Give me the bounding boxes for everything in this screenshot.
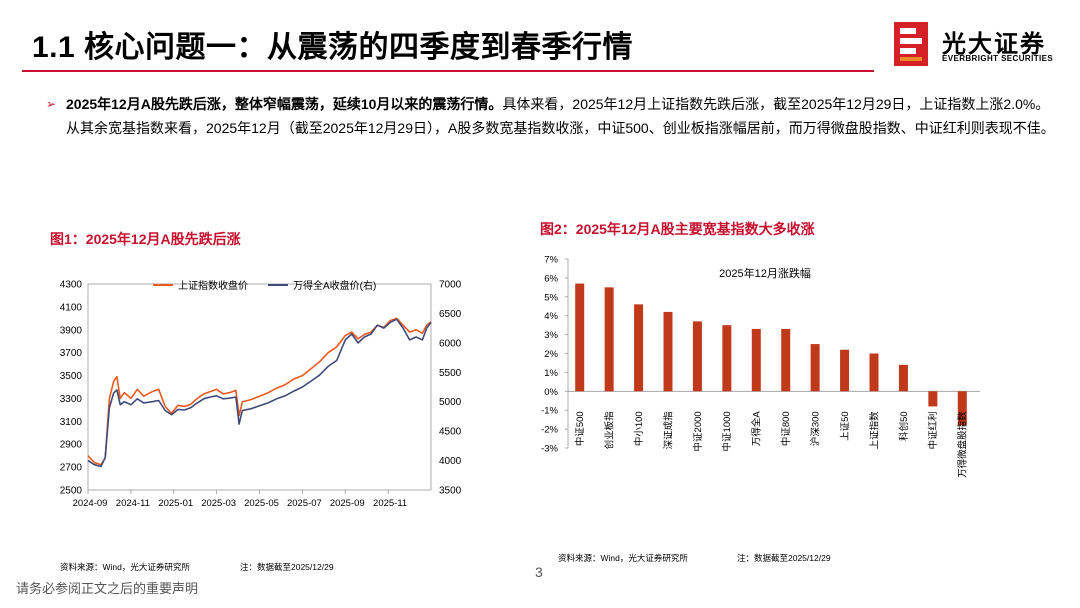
bar-chart-inner-title: 2025年12月涨跌幅: [719, 266, 811, 280]
figure1-title: 图1：2025年12月A股先跌后涨: [50, 231, 241, 247]
y-tick-label: -2%: [541, 425, 558, 436]
bar: [869, 353, 879, 392]
category-label: 中证1000: [721, 411, 733, 451]
legend-label: 万得全A收盘价(右): [293, 279, 376, 292]
everbright-logo-icon: [894, 22, 928, 66]
x-tick-label: 2025-07: [287, 498, 322, 509]
figure1-source: 资料来源：Wind，光大证券研究所: [60, 562, 190, 572]
bar: [751, 328, 761, 392]
logo-chinese-name: 光大证券: [942, 31, 1046, 58]
y-left-tick-label: 3500: [60, 371, 83, 382]
category-label: 上证指数: [868, 411, 880, 450]
category-label: 万得全A: [751, 411, 763, 447]
legend-label: 上证指数收盘价: [178, 279, 248, 292]
y-tick-label: -3%: [541, 444, 558, 455]
bar: [663, 311, 673, 392]
x-tick-label: 2025-11: [373, 498, 407, 509]
y-right-tick-label: 5500: [439, 368, 462, 379]
category-label: 中小100: [633, 411, 645, 446]
y-tick-label: 7%: [544, 255, 558, 266]
bar: [898, 364, 908, 392]
y-tick-label: 4%: [544, 311, 558, 322]
x-tick-label: 2025-03: [201, 498, 236, 509]
company-logo: 光大证券 EVERBRIGHT SECURITIES: [892, 20, 1072, 68]
page-title: 1.1 核心问题一：从震荡的四季度到春季行情: [32, 31, 634, 64]
y-right-tick-label: 4000: [439, 456, 462, 467]
category-label: 创业板指: [603, 411, 615, 450]
summary-normal-text: 具体来看，2025年12月上证指数先跌后涨，截至2025年12月29日，上证指数…: [66, 96, 1055, 136]
category-label: 中证800: [780, 411, 792, 446]
x-tick-label: 2025-01: [158, 498, 193, 509]
page-number: 3: [535, 564, 543, 580]
y-left-tick-label: 3700: [60, 348, 83, 359]
category-label: 深证成指: [662, 411, 674, 450]
figure1-line-chart: 4300 4100 3900 3700 3500 3300 3100 2900 2700 2500…: [60, 279, 462, 509]
y-tick-label: 0%: [544, 387, 558, 398]
y-right-tick-label: 4500: [439, 427, 462, 438]
y-tick-label: 2%: [544, 349, 558, 360]
figure2-title: 图2：2025年12月A股主要宽基指数大多收涨: [540, 221, 815, 237]
bar: [722, 325, 732, 392]
y-left-tick-label: 2500: [60, 486, 83, 497]
bar: [604, 287, 614, 392]
y-tick-label: 1%: [544, 368, 558, 379]
bullet-arrow-icon: ➢: [46, 97, 57, 111]
bar: [692, 321, 702, 392]
category-label: 中证2000: [692, 411, 704, 451]
bar: [634, 304, 644, 392]
plot-frame: [87, 283, 432, 491]
x-tick-label: 2024-11: [116, 498, 150, 509]
x-tick-label: 2025-05: [244, 498, 279, 509]
figure1-note: 注：数据截至2025/12/29: [240, 562, 334, 572]
y-right-tick-label: 3500: [439, 486, 462, 497]
category-label: 中证500: [574, 411, 586, 446]
y-right-tick-label: 7000: [439, 280, 462, 291]
bar: [957, 391, 967, 426]
bar: [928, 391, 938, 407]
footer-disclaimer: 请务必参阅正文之后的重要声明: [16, 581, 199, 596]
x-tick-label: 2024-09: [73, 498, 108, 509]
figure2-source: 资料来源：Wind，光大证券研究所: [558, 553, 688, 563]
y-tick-label: -1%: [541, 406, 558, 417]
bar: [840, 349, 850, 392]
y-left-tick-label: 4300: [60, 280, 83, 291]
y-left-tick-label: 3900: [60, 325, 83, 336]
y-tick-label: 5%: [544, 292, 558, 303]
bar: [810, 344, 820, 392]
y-right-tick-label: 5000: [439, 397, 462, 408]
y-tick-label: 3%: [544, 330, 558, 341]
series-line-wind-all-a: [87, 318, 432, 468]
series-line-shanghai-index: [87, 317, 432, 466]
category-label: 中证红利: [927, 411, 939, 449]
y-left-tick-label: 3100: [60, 417, 83, 428]
y-tick-label: 6%: [544, 273, 558, 284]
y-right-tick-label: 6000: [439, 338, 462, 349]
logo-english-name: EVERBRIGHT SECURITIES: [942, 54, 1054, 63]
y-left-tick-label: 2700: [60, 463, 83, 474]
title-divider: [22, 70, 874, 72]
summary-paragraph: ➢ 2025年12月A股先跌后涨，整体窄幅震荡，延续10月以来的震荡行情。具体来…: [46, 92, 1056, 140]
bar: [575, 283, 585, 392]
bar: [781, 328, 791, 392]
category-label: 科创50: [898, 411, 910, 441]
figure2-bar-chart: 2025年12月涨跌幅 7% 6% 5% 4% 3% 2% 1% 0% -1% -2% -3% 中证50…: [541, 255, 980, 478]
y-left-tick-label: 2900: [60, 440, 83, 451]
y-left-tick-label: 4100: [60, 302, 83, 313]
y-right-tick-label: 6500: [439, 309, 462, 320]
summary-bold-text: 2025年12月A股先跌后涨，整体窄幅震荡，延续10月以来的震荡行情。: [66, 96, 503, 112]
category-label: 上证50: [840, 411, 851, 441]
category-label: 万得微盘股指数: [957, 411, 969, 478]
y-left-tick-label: 3300: [60, 394, 83, 405]
figure2-note: 注：数据截至2025/12/29: [737, 553, 831, 563]
x-tick-label: 2025-09: [330, 498, 365, 509]
category-label: 沪深300: [809, 411, 821, 446]
